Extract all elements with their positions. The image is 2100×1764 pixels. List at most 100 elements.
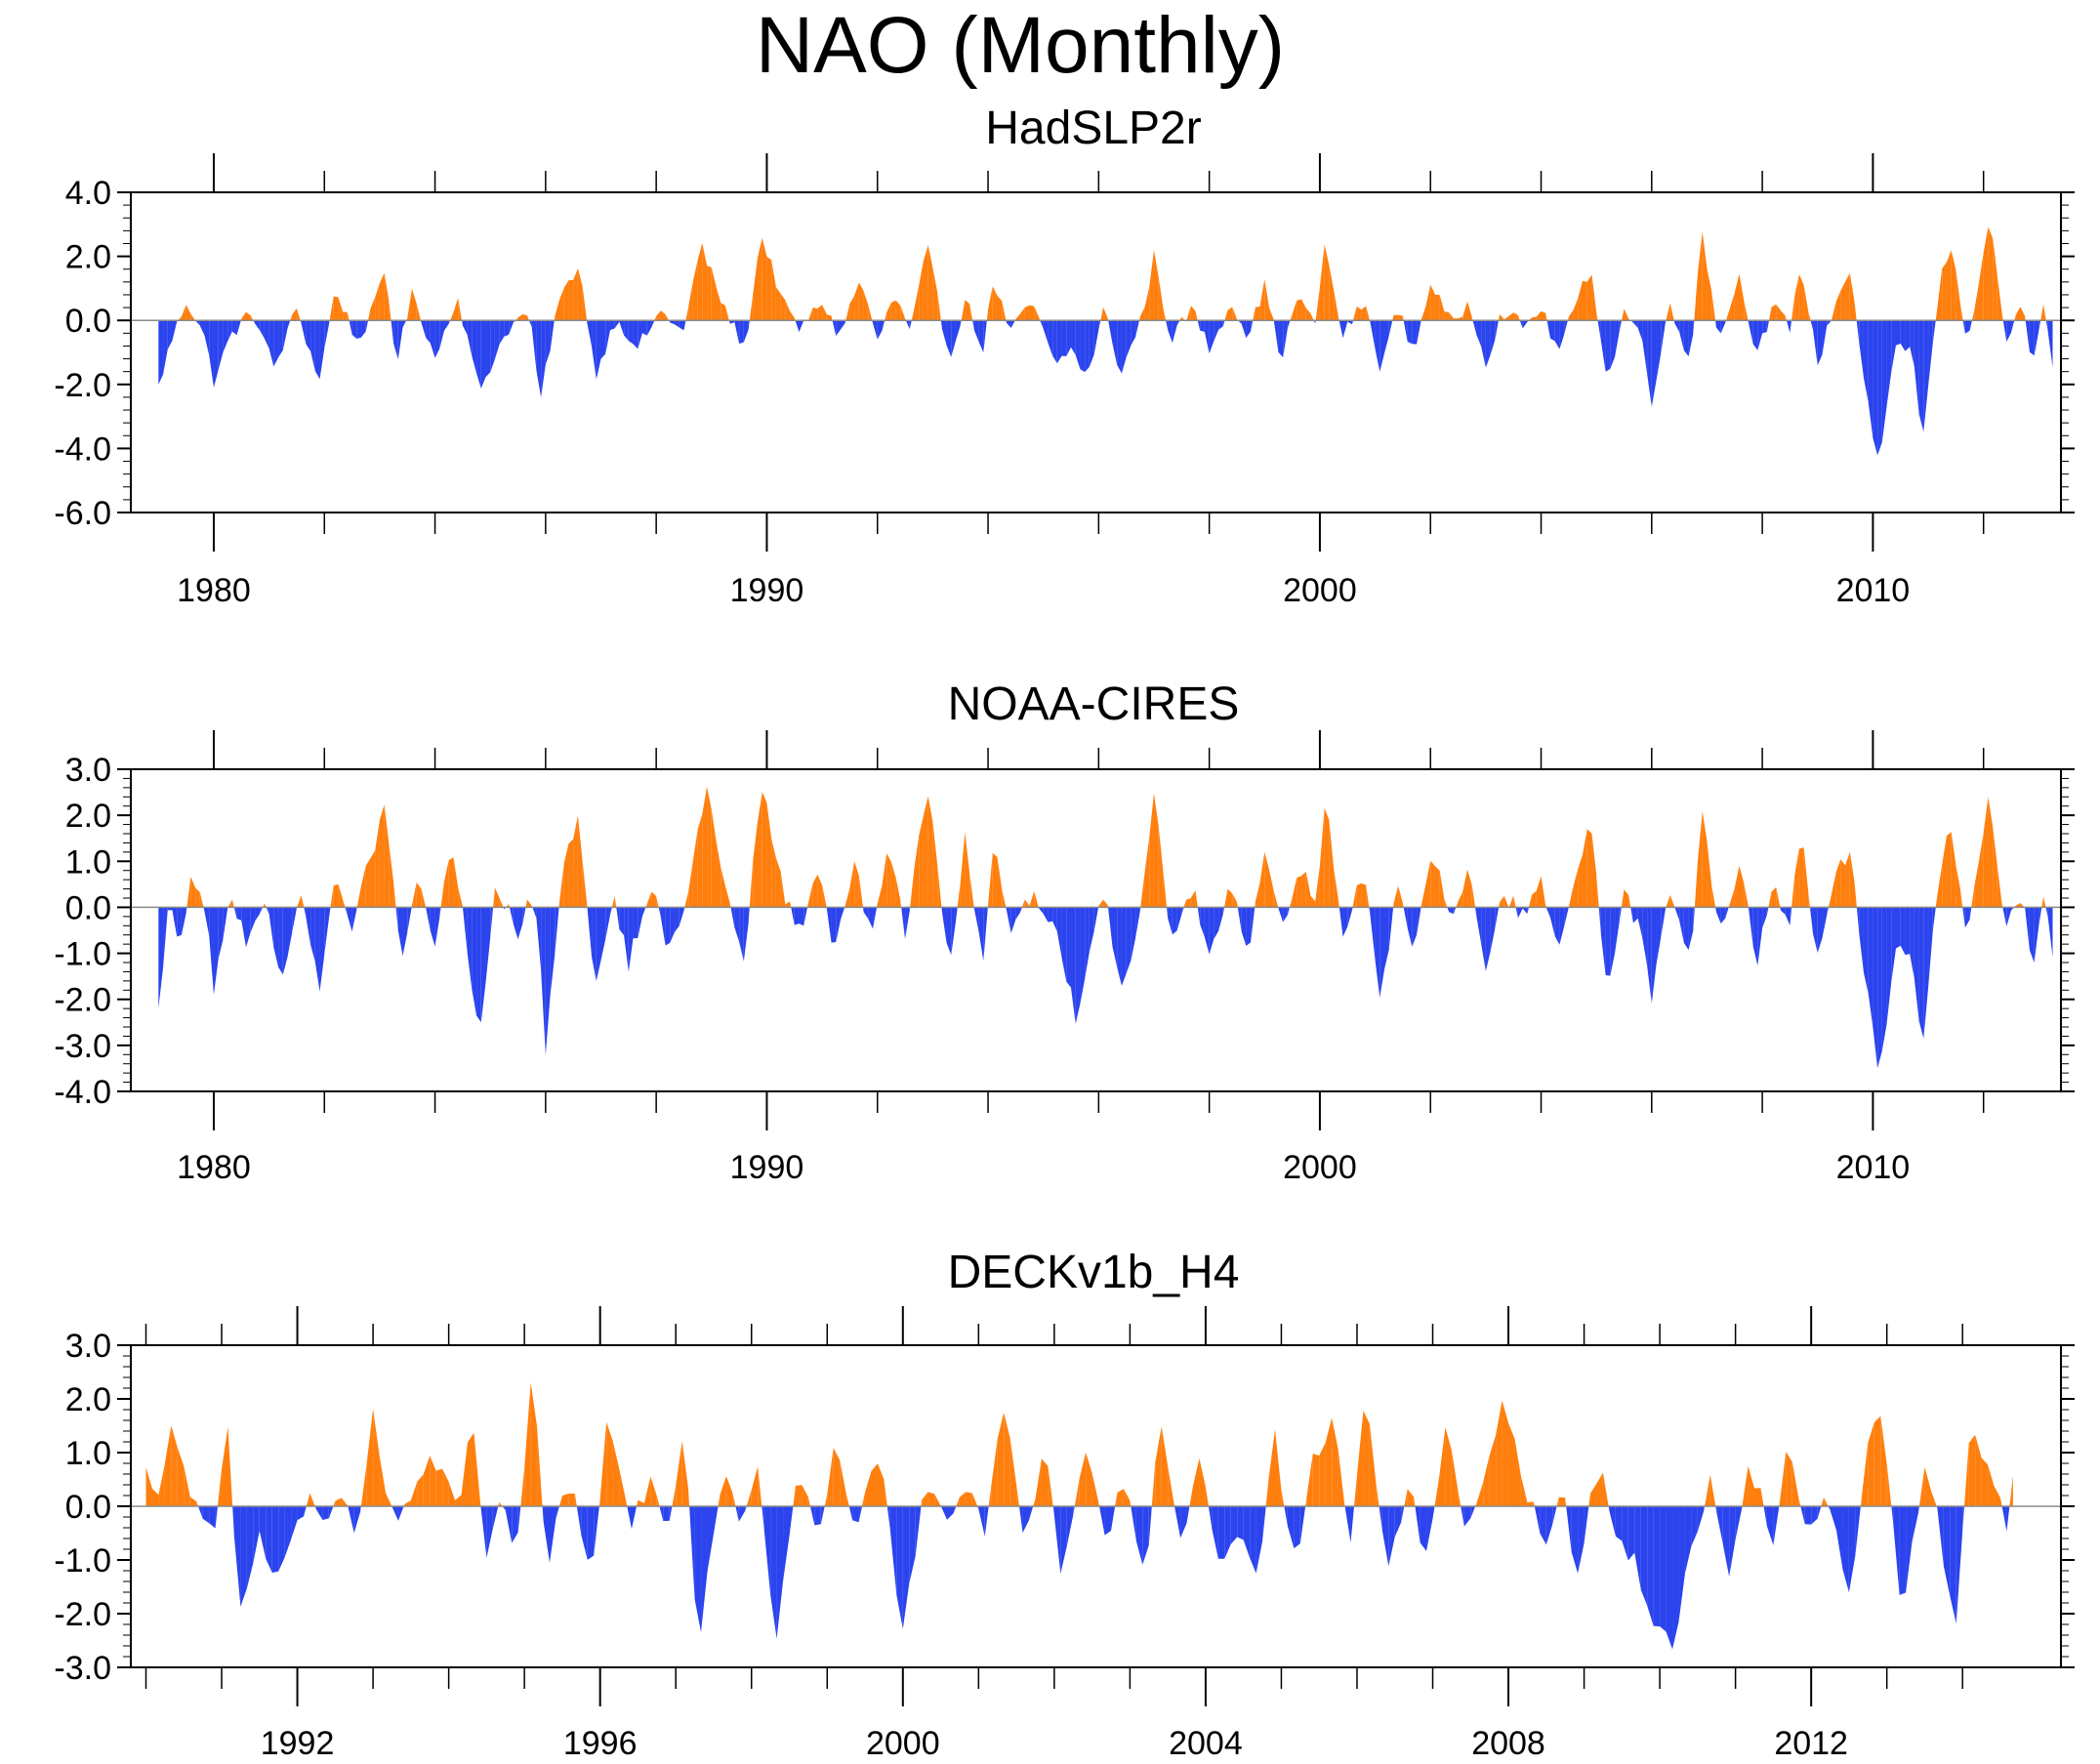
- series-area-segment: [638, 1499, 644, 1506]
- series-area-segment: [1002, 301, 1007, 321]
- series-area-segment: [324, 907, 329, 956]
- series-area-segment: [448, 1481, 456, 1506]
- series-area-segment: [1615, 907, 1620, 954]
- series-area-segment: [375, 819, 380, 908]
- series-area-segment: [1251, 907, 1256, 943]
- series-area-segment: [645, 904, 647, 908]
- series-area-segment: [1849, 272, 1855, 321]
- series-area-segment: [494, 887, 500, 908]
- series-area-segment: [1361, 306, 1367, 321]
- series-area-segment: [807, 882, 813, 908]
- series-area-segment: [1554, 320, 1560, 349]
- series-area-segment: [1637, 320, 1643, 342]
- series-area-segment: [1848, 1506, 1856, 1593]
- series-area-segment: [2011, 320, 2015, 333]
- series-area-segment: [1466, 869, 1472, 908]
- series-area-segment: [790, 901, 792, 908]
- series-area-segment: [937, 864, 942, 908]
- series-area-segment: [1301, 299, 1306, 321]
- series-area-segment: [1262, 1506, 1266, 1542]
- x-tick-label: 2000: [1283, 572, 1357, 609]
- series-area-segment: [1415, 1506, 1421, 1543]
- series-area-segment: [606, 1421, 613, 1506]
- series-area-segment: [1622, 308, 1625, 321]
- series-area-segment: [627, 1506, 632, 1530]
- series-area-segment: [439, 320, 445, 349]
- series-area-segment: [868, 907, 874, 929]
- series-area-segment: [351, 320, 357, 340]
- series-area-segment: [832, 320, 837, 337]
- series-area-segment: [901, 907, 906, 939]
- series-area-segment: [543, 1506, 550, 1563]
- series-area-segment: [1111, 1506, 1116, 1532]
- series-area-segment: [353, 1506, 361, 1534]
- series-area-segment: [1475, 1502, 1477, 1506]
- series-area-segment: [1757, 907, 1763, 966]
- series-area-segment: [1993, 237, 1997, 321]
- series-area-segment: [1946, 250, 1952, 321]
- series-area-segment: [1822, 907, 1828, 939]
- series-area-segment: [1035, 1458, 1042, 1506]
- series-area-segment: [919, 815, 924, 908]
- series-area-segment: [522, 907, 526, 924]
- series-area-segment: [1935, 307, 1938, 321]
- series-area-segment: [914, 836, 920, 908]
- series-area-segment: [1861, 1443, 1869, 1506]
- series-area-segment: [654, 316, 657, 321]
- series-area-segment: [1918, 320, 1924, 432]
- series-area-segment: [393, 320, 398, 360]
- series-area-segment: [1559, 320, 1565, 349]
- series-area-segment: [697, 242, 703, 321]
- series-area-segment: [1715, 1506, 1717, 1513]
- series-area-segment: [1513, 312, 1518, 321]
- series-area-segment: [1918, 1466, 1925, 1506]
- series-area-segment: [594, 1506, 599, 1556]
- series-area-segment: [890, 300, 896, 321]
- series-area-segment: [978, 320, 984, 353]
- series-area-segment: [284, 1506, 292, 1558]
- series-area-segment: [730, 907, 735, 928]
- series-area-segment: [1868, 907, 1874, 1028]
- series-area-segment: [1369, 1423, 1377, 1506]
- series-area-segment: [1148, 1506, 1152, 1545]
- series-area-segment: [587, 320, 593, 348]
- series-area-segment: [1214, 907, 1219, 939]
- series-area-segment: [1856, 320, 1860, 343]
- series-area-segment: [1071, 320, 1076, 355]
- series-area-segment: [746, 1490, 752, 1506]
- series-area-segment: [1886, 320, 1892, 406]
- series-area-segment: [1163, 308, 1167, 321]
- series-area-segment: [517, 907, 523, 940]
- series-area-segment: [646, 320, 652, 336]
- series-area-segment: [1315, 286, 1320, 321]
- series-area-segment: [1273, 890, 1279, 908]
- series-area-segment: [278, 1506, 285, 1572]
- series-area-segment: [1281, 1490, 1285, 1506]
- series-area-segment: [582, 286, 588, 321]
- series-area-segment: [762, 792, 767, 908]
- series-area-segment: [941, 907, 947, 943]
- series-area-segment: [522, 313, 527, 321]
- series-area-segment: [1780, 907, 1781, 911]
- series-area-segment: [1061, 320, 1067, 356]
- series-area-segment: [1398, 885, 1403, 908]
- series-area-segment: [1886, 907, 1892, 1024]
- series-area-segment: [1496, 1400, 1503, 1506]
- series-area-segment: [651, 891, 657, 908]
- series-area-segment: [802, 1485, 808, 1506]
- series-area-segment: [1720, 907, 1726, 924]
- series-area-segment: [296, 308, 301, 321]
- series-area-segment: [1238, 320, 1242, 324]
- series-area-segment: [1960, 305, 1963, 321]
- series-area-segment: [1983, 797, 1989, 908]
- series-area-segment: [753, 821, 759, 908]
- series-area-segment: [485, 907, 491, 983]
- series-area-segment: [1227, 307, 1233, 321]
- y-tick-label: 0.0: [65, 303, 111, 340]
- series-area-segment: [213, 907, 219, 995]
- series-area-segment: [181, 907, 186, 935]
- series-area-segment: [1975, 1434, 1982, 1506]
- series-area-segment: [614, 320, 620, 329]
- series-area-segment: [1808, 311, 1811, 321]
- x-tick-label: 1992: [261, 1725, 335, 1762]
